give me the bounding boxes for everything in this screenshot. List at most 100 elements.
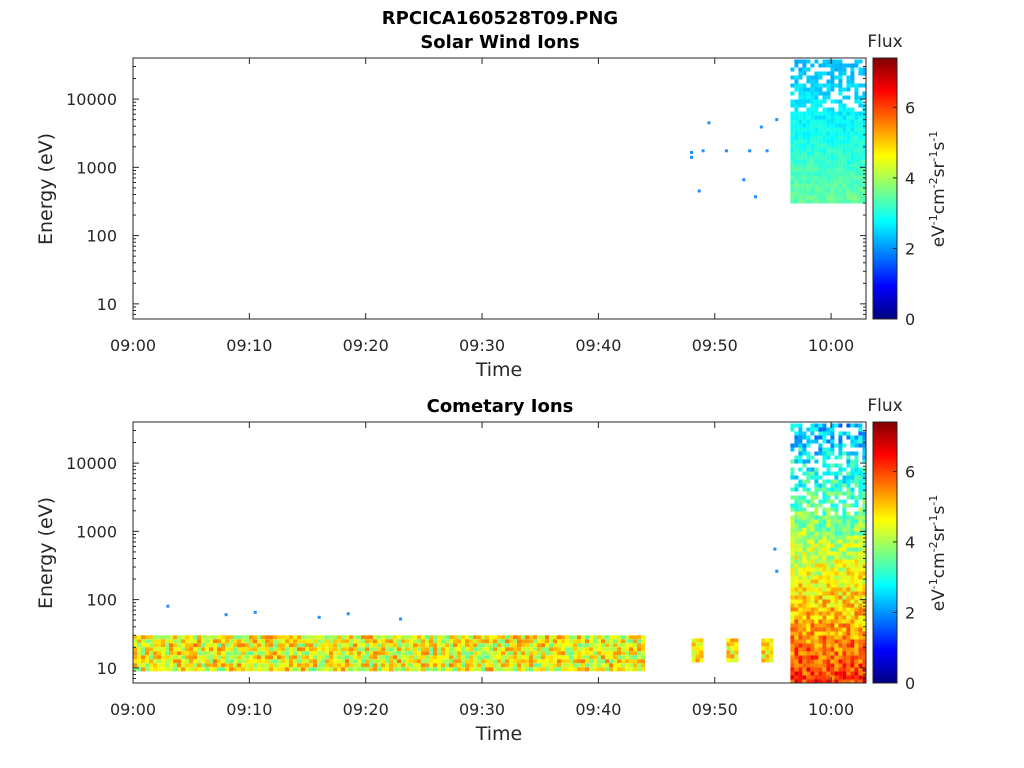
heatmap-cell	[830, 543, 835, 548]
heatmap-cell	[854, 123, 859, 128]
heatmap-cell	[794, 531, 799, 536]
heatmap-cell	[730, 642, 735, 647]
heatmap-cell	[862, 607, 867, 612]
heatmap-cell	[185, 663, 189, 668]
heatmap-cell	[409, 643, 413, 648]
heatmap-cell	[790, 447, 795, 452]
heatmap-cell	[802, 591, 807, 596]
heatmap-cell	[858, 183, 863, 188]
heatmap-cell	[533, 651, 537, 656]
heatmap-cell	[241, 639, 245, 644]
heatmap-cell	[802, 659, 807, 664]
heatmap-cell	[806, 619, 811, 624]
heatmap-cell	[850, 679, 855, 684]
heatmap-cell	[261, 663, 265, 668]
heatmap-cell	[489, 655, 493, 660]
heatmap-cell	[521, 663, 525, 668]
heatmap-cell	[389, 647, 393, 652]
heatmap-cell	[862, 631, 867, 636]
heatmap-cell	[309, 663, 313, 668]
heatmap-cell	[293, 639, 297, 644]
heatmap-cell	[405, 643, 409, 648]
heatmap-cell	[834, 667, 839, 672]
heatmap-cell	[826, 579, 831, 584]
heatmap-cell	[810, 427, 815, 432]
heatmap-cell	[822, 155, 827, 160]
heatmap-cell	[429, 643, 433, 648]
heatmap-cell	[629, 643, 633, 648]
heatmap-cell	[169, 651, 173, 656]
heatmap-cell	[814, 175, 819, 180]
heatmap-cell	[830, 451, 835, 456]
heatmap-cell	[842, 195, 847, 200]
heatmap-cell	[477, 647, 481, 652]
heatmap-cell	[521, 655, 525, 660]
heatmap-cell	[794, 139, 799, 144]
heatmap-cell	[269, 651, 273, 656]
heatmap-cell	[862, 123, 867, 128]
heatmap-cell	[790, 559, 795, 564]
heatmap-cell	[229, 655, 233, 660]
heatmap-cell	[798, 147, 803, 152]
heatmap-cell	[429, 659, 433, 664]
heatmap-cell	[505, 667, 509, 672]
heatmap-cell	[557, 639, 561, 644]
heatmap-cell	[830, 155, 835, 160]
heatmap-cell	[854, 91, 859, 96]
heatmap-cell	[401, 667, 405, 672]
heatmap-cell	[822, 171, 827, 176]
heatmap-cell	[862, 459, 867, 464]
heatmap-cell	[285, 635, 289, 640]
heatmap-cell	[850, 591, 855, 596]
heatmap-cell	[734, 646, 739, 651]
heatmap-cell	[261, 635, 265, 640]
heatmap-cell	[854, 659, 859, 664]
heatmap-cell	[814, 71, 819, 76]
heatmap-cell	[241, 655, 245, 660]
heatmap-cell	[365, 663, 369, 668]
heatmap-cell	[846, 587, 851, 592]
heatmap-cell	[695, 650, 700, 655]
heatmap-cell	[850, 423, 855, 428]
heatmap-cell	[790, 647, 795, 652]
heatmap-cell	[810, 679, 815, 684]
heatmap-cell	[790, 555, 795, 560]
heatmap-cell	[826, 71, 831, 76]
heatmap-cell	[806, 587, 811, 592]
heatmap-cell	[521, 659, 525, 664]
heatmap-cell	[838, 447, 843, 452]
heatmap-cell	[269, 659, 273, 664]
heatmap-cell	[862, 179, 867, 184]
heatmap-cell	[149, 639, 153, 644]
heatmap-cell	[838, 463, 843, 468]
heatmap-cell	[850, 631, 855, 636]
heatmap-cell	[481, 655, 485, 660]
heatmap-cell	[846, 195, 851, 200]
heatmap-cell	[814, 423, 819, 428]
heatmap-cell	[802, 459, 807, 464]
heatmap-cell	[798, 631, 803, 636]
heatmap-cell	[846, 135, 851, 140]
heatmap-cell	[846, 551, 851, 556]
heatmap-cell	[269, 635, 273, 640]
heatmap-cell	[333, 643, 337, 648]
heatmap-cell	[437, 639, 441, 644]
heatmap-cell	[613, 667, 617, 672]
heatmap-cell	[285, 663, 289, 668]
heatmap-cell	[822, 639, 827, 644]
heatmap-cell	[245, 635, 249, 640]
heatmap-cell	[541, 667, 545, 672]
heatmap-cell	[449, 647, 453, 652]
heatmap-cell	[818, 519, 823, 524]
heatmap-cell	[858, 675, 863, 680]
heatmap-cell	[597, 663, 601, 668]
heatmap-cell	[517, 667, 521, 672]
heatmap-cell	[862, 479, 867, 484]
heatmap-cell	[834, 615, 839, 620]
heatmap-cell	[177, 655, 181, 660]
heatmap-cell	[826, 567, 831, 572]
heatmap-cell	[237, 651, 241, 656]
heatmap-cell	[830, 183, 835, 188]
heatmap-cell	[790, 655, 795, 660]
heatmap-cell	[285, 667, 289, 672]
